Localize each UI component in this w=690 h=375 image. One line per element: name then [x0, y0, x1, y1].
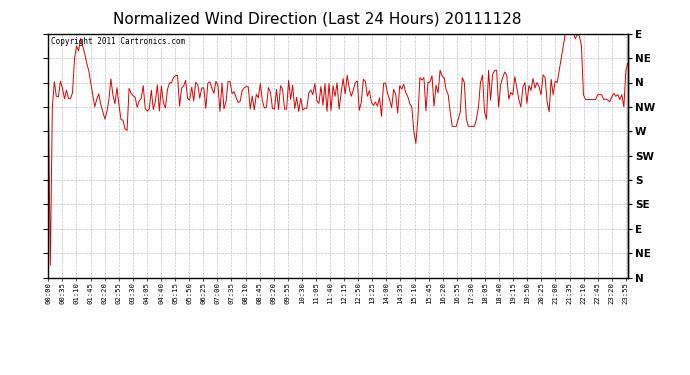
Text: Copyright 2011 Cartronics.com: Copyright 2011 Cartronics.com	[51, 38, 186, 46]
Text: Normalized Wind Direction (Last 24 Hours) 20111128: Normalized Wind Direction (Last 24 Hours…	[113, 11, 522, 26]
